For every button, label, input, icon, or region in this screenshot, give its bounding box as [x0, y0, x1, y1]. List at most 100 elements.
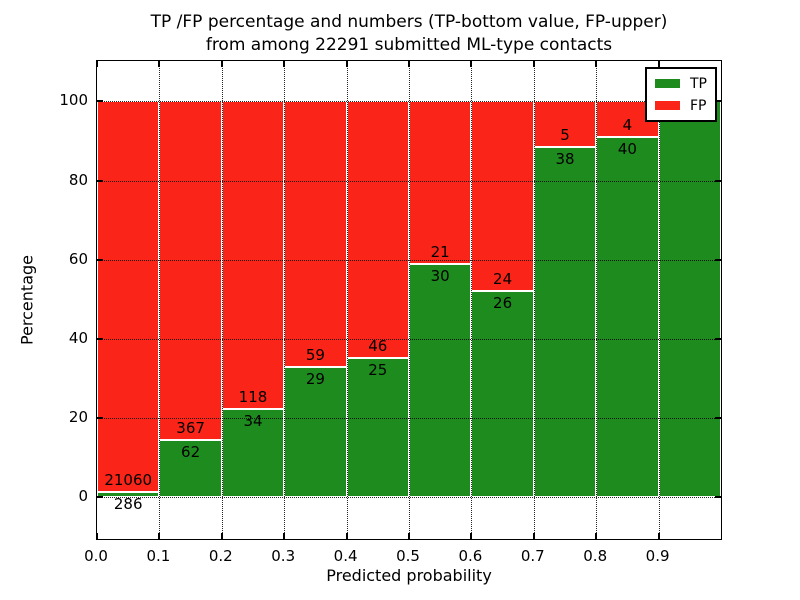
bar-label-tp-0.3: 29: [305, 369, 325, 388]
gridline-x-0.7: [533, 61, 535, 539]
y-tickmark-left-20: [97, 416, 103, 419]
x-tick-label-0.4: 0.4: [333, 547, 358, 565]
x-tick-label-0.6: 0.6: [458, 547, 483, 565]
x-tickmark-top-0.8: [595, 61, 598, 67]
y-tickmark-left-40: [97, 337, 103, 340]
bar-label-fp-0.6: 24: [493, 270, 513, 289]
y-tickmark-right-20: [715, 416, 721, 419]
bar-fp-0.2: [221, 101, 285, 409]
gridline-x-0.1: [159, 61, 161, 539]
bar-label-tp-0.8: 40: [617, 140, 637, 159]
y-tick-label-60: 60: [68, 249, 88, 268]
legend-label-tp: TP: [690, 75, 707, 92]
x-tick-label-0.3: 0.3: [271, 547, 296, 565]
legend-item-tp: TP: [655, 74, 707, 93]
bar-label-fp-0.5: 21: [430, 243, 450, 262]
bar-label-fp-0.4: 46: [368, 336, 388, 355]
x-tickmark-bottom-0.4: [345, 533, 348, 539]
y-tick-label-80: 80: [68, 170, 88, 189]
y-tickmark-right-60: [715, 258, 721, 261]
y-tickmark-right-100: [715, 100, 721, 103]
bar-tp-0.0: [97, 491, 160, 498]
plot-area: TP FP 21060 286 367 62 118 34 59 29 46 25 21 30 24 26…: [96, 60, 722, 540]
x-tick-label-0.1: 0.1: [146, 547, 171, 565]
x-tick-label-0.8: 0.8: [583, 547, 608, 565]
y-tickmark-left-60: [97, 258, 103, 261]
legend-label-fp: FP: [690, 97, 707, 114]
gridline-x-0.5: [409, 61, 410, 539]
y-tickmark-left-100: [97, 100, 103, 103]
bar-fp-0.6: [471, 101, 534, 292]
x-tickmark-top-0.6: [470, 61, 473, 67]
gridline-x-0.4: [346, 61, 348, 539]
x-tickmark-top-0.5: [408, 61, 410, 67]
x-tick-label-0.0: 0.0: [84, 547, 108, 565]
bar-fp-0.5: [409, 101, 472, 265]
bar-tp-0.5: [409, 264, 472, 498]
bar-label-fp-0.8: 4: [622, 116, 633, 135]
bar-label-fp-0.1: 367: [176, 418, 205, 437]
bar-label-fp-0.3: 59: [305, 345, 325, 364]
bar-label-fp-0.7: 5: [560, 126, 570, 145]
x-tick-label-0.9: 0.9: [645, 547, 670, 565]
legend-swatch-fp-icon: [655, 101, 680, 110]
x-tickmark-top-0.9: [657, 61, 660, 67]
x-tickmark-top-0.2: [220, 61, 223, 67]
bar-tp-0.4: [346, 357, 409, 498]
x-tickmark-top-0.7: [532, 61, 535, 67]
bar-tp-0.6: [471, 291, 534, 498]
y-tick-label-20: 20: [68, 407, 88, 426]
x-tickmark-bottom-0.1: [158, 533, 161, 539]
bar-label-tp-0.1: 62: [181, 442, 201, 461]
x-tickmark-bottom-0.0: [96, 533, 98, 539]
bar-fp-0.1: [159, 101, 222, 440]
x-tick-label-0.7: 0.7: [520, 547, 545, 565]
y-tickmark-left-80: [97, 179, 103, 182]
x-axis-label: Predicted probability: [326, 566, 492, 585]
chart-title: TP /FP percentage and numbers (TP-bottom…: [151, 11, 668, 57]
x-tickmark-top-0.0: [96, 61, 98, 67]
x-tickmark-bottom-0.6: [470, 533, 473, 539]
bar-label-tp-0.6: 26: [493, 294, 513, 313]
gridline-x-0.3: [284, 61, 286, 539]
bar-fp-0.3: [284, 101, 347, 367]
x-tickmark-bottom-0.3: [283, 533, 286, 539]
x-tickmark-bottom-0.2: [220, 533, 223, 539]
gridline-x-0.2: [221, 61, 223, 539]
x-tickmark-top-0.4: [345, 61, 348, 67]
bar-tp-0.8: [596, 137, 659, 498]
y-tickmark-right-80: [715, 179, 721, 182]
x-tick-label-0.5: 0.5: [396, 547, 420, 565]
bar-label-tp-0.2: 34: [243, 411, 263, 430]
y-tick-label-100: 100: [59, 91, 88, 110]
bar-fp-0.4: [346, 101, 409, 358]
x-tickmark-top-0.3: [283, 61, 286, 67]
bar-fp-0.0: [97, 101, 160, 492]
gridline-x-0.6: [471, 61, 473, 539]
y-tick-label-0: 0: [78, 487, 88, 506]
x-tickmark-top-0.1: [158, 61, 161, 67]
bar-tp-0.1: [159, 439, 222, 498]
y-tickmark-right-0: [715, 496, 721, 499]
x-tick-label-0.2: 0.2: [208, 547, 233, 565]
bar-tp-0.3: [284, 366, 347, 498]
gridline-x-0.8: [596, 61, 598, 539]
legend-item-fp: FP: [655, 96, 707, 115]
x-tickmark-bottom-0.5: [408, 533, 410, 539]
bar-tp-0.7: [533, 147, 597, 498]
x-tickmark-bottom-0.8: [595, 533, 598, 539]
bar-label-tp-0.7: 38: [555, 150, 575, 169]
bar-label-tp-0.0: 286: [113, 494, 143, 513]
legend-swatch-tp-icon: [655, 79, 680, 88]
chart-title-line-1: TP /FP percentage and numbers (TP-bottom…: [150, 12, 668, 32]
x-tickmark-bottom-0.9: [657, 533, 660, 539]
bar-tp-0.9: [658, 101, 721, 498]
chart-title-line-2: from among 22291 submitted ML-type conta…: [205, 35, 613, 55]
bar-label-tp-0.5: 30: [430, 267, 450, 286]
bar-label-tp-0.4: 25: [368, 360, 388, 379]
y-tickmark-right-40: [715, 337, 721, 340]
x-tickmark-bottom-0.7: [532, 533, 535, 539]
gridline-x-0.9: [658, 61, 660, 539]
legend: TP FP: [645, 67, 717, 122]
y-tickmark-left-0: [97, 496, 103, 499]
